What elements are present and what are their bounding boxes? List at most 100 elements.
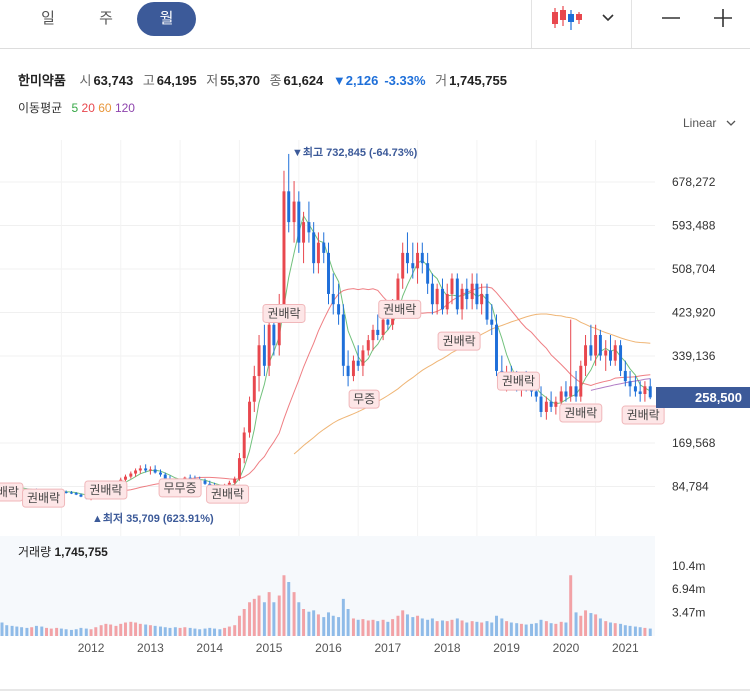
volume-bar (119, 623, 123, 636)
event-marker (621, 405, 665, 425)
volume-bar (322, 617, 326, 636)
candle-body (272, 324, 276, 346)
volume-tick: 6.94m (672, 582, 705, 596)
candle-body (20, 488, 24, 490)
min-price-label: ▲최저 35,709 (623.91%) (92, 511, 214, 525)
volume-bar (114, 625, 118, 636)
candle-body (381, 319, 385, 335)
candle-body (109, 484, 113, 487)
volume-title: 거래량 1,745,755 (18, 543, 108, 560)
year-tick: 2014 (196, 641, 223, 655)
candle-body (94, 495, 98, 498)
volume-bar (49, 628, 53, 636)
moving-average-legend[interactable]: 이동평균 5 20 60 120 (18, 99, 135, 116)
volume-bar (327, 612, 330, 636)
toolbar-divider (631, 0, 632, 48)
candle-body (505, 376, 509, 382)
candle-body (594, 335, 598, 356)
ma-120-line (590, 378, 651, 391)
volume-bar (262, 602, 266, 636)
volume-bar (84, 628, 88, 636)
candle-body (297, 201, 301, 243)
candle-body (450, 278, 454, 294)
candle-body (69, 492, 73, 494)
minus-icon[interactable] (660, 4, 682, 32)
scale-select[interactable]: Linear (683, 116, 736, 130)
year-tick: 2013 (137, 641, 164, 655)
event-marker (158, 478, 202, 498)
price-tick: 423,920 (672, 305, 716, 319)
candle-body (445, 293, 449, 310)
volume-bar (129, 621, 133, 636)
candle-body (549, 401, 553, 407)
volume-bar (267, 592, 271, 636)
volume-bar (559, 621, 563, 636)
volume-bar (233, 625, 237, 636)
volume-bar (475, 621, 479, 636)
chevron-down-icon[interactable] (597, 4, 619, 32)
candlestick-icon[interactable] (545, 4, 585, 32)
volume-bar (15, 626, 19, 636)
volume-bar (34, 625, 38, 636)
year-tick: 2016 (315, 641, 342, 655)
volume-bar (440, 620, 444, 636)
candle-body (539, 396, 543, 412)
event-marker (496, 371, 540, 391)
event-label: 권배락 (627, 408, 660, 422)
candle-body (371, 329, 375, 341)
candle-body (435, 288, 439, 305)
volume-bar (148, 625, 152, 636)
volume-bar (252, 598, 256, 636)
volume-bar (490, 622, 494, 636)
volume-bar (623, 625, 627, 636)
event-label: 권배락 (211, 487, 244, 501)
candle-body (470, 283, 474, 300)
volume-bar (40, 626, 44, 636)
volume-bar (153, 625, 157, 636)
volume-bar (480, 622, 484, 636)
event-label: 권배락 (27, 491, 60, 505)
candle-body (183, 477, 187, 481)
volume-bar (619, 623, 623, 636)
event-marker (0, 482, 24, 502)
event-label: 권배락 (383, 302, 416, 316)
event-label: 권배락 (89, 483, 122, 497)
candle-body (10, 486, 14, 488)
candle-body (292, 201, 296, 223)
volume-bar (405, 614, 409, 636)
event-marker (22, 488, 66, 508)
candle-body (420, 252, 424, 264)
volume-bar (193, 628, 197, 636)
volume-bar (648, 628, 652, 636)
candle-body (331, 293, 335, 305)
ma-20: 20 (81, 101, 95, 115)
event-label: 배락 (0, 485, 19, 499)
candle-body (163, 474, 167, 479)
candle-body (213, 485, 217, 487)
year-tick: 2012 (78, 641, 105, 655)
volume-bar (203, 628, 207, 636)
candle-body (267, 324, 271, 366)
event-marker (559, 403, 603, 423)
candle-body (84, 496, 88, 499)
event-label: 권배락 (564, 406, 597, 420)
plus-icon[interactable] (712, 4, 734, 32)
year-tick: 2020 (553, 641, 580, 655)
candle-body (519, 381, 523, 387)
volume-bar (519, 623, 523, 636)
tab-day[interactable]: 일 (41, 10, 55, 27)
tab-week[interactable]: 주 (99, 10, 113, 27)
volume-bar (282, 575, 286, 636)
volume-bar (589, 613, 593, 636)
tab-month[interactable]: 월 (137, 2, 196, 36)
volume-bar (69, 629, 73, 636)
volume-bar (579, 615, 583, 636)
volume-bar (25, 627, 29, 636)
candle-body (262, 345, 266, 366)
volume-title-label: 거래량 (18, 545, 52, 559)
volume-bar (45, 627, 49, 636)
volume-bar (416, 615, 420, 636)
candle-body (495, 324, 498, 371)
volume-bar (337, 617, 341, 636)
volume-bar (188, 627, 192, 636)
